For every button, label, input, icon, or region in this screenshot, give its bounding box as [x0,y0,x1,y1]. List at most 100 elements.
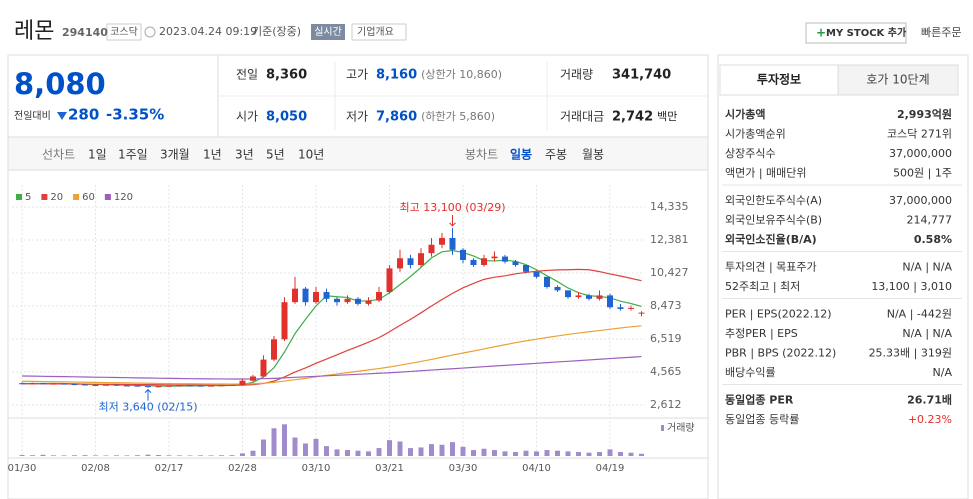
x-tick-label: 03/10 [302,463,331,474]
company-info[interactable]: 기업개요 [357,25,394,38]
candle-body [439,237,445,245]
volume-bar [534,451,539,456]
chart-tab[interactable]: 10년 [298,148,324,162]
invest-value: 0.58% [914,233,952,246]
realtime: 실시간 [314,26,342,38]
y-tick-label: 8,473 [650,299,682,312]
chart-tab[interactable]: 월봉 [582,148,604,162]
invest-label: 추정PER | EPS [725,327,798,340]
chart-tab[interactable]: 1년 [203,148,222,162]
chart-tab[interactable]: 일봉 [510,148,532,162]
candle-body [554,286,561,291]
y-tick-label: 14,335 [650,200,689,213]
chart-tab[interactable]: 봉차트 [465,148,498,162]
candle-body [575,295,582,298]
invest-label: PBR | BPS (2022.12) [725,347,836,360]
realtime-tag [311,24,345,40]
datetime: 2023.04.24 09:19 [159,25,257,38]
candle-body [334,298,340,303]
summary-value: 8,360 [266,68,307,83]
chart-tab[interactable]: 3개월 [160,148,190,162]
tab-active[interactable] [719,64,839,96]
mystock[interactable]: MY STOCK 추가 [826,26,907,39]
candle-body [61,383,67,385]
invest-label: 시가총액 [725,107,765,121]
invest-value: 25.33배 | 319원 [869,347,952,360]
basis: 기준(장중) [252,25,301,38]
volume-bar [114,455,119,456]
clock-icon [144,26,156,38]
candle-body [166,385,172,387]
candle-body [19,383,25,385]
x-tick-label: 02/08 [81,463,110,474]
candle-body [229,384,235,386]
invest-value: N/A | N/A [902,327,952,340]
volume-bar [429,444,434,456]
x-tick-label: 02/28 [228,463,257,474]
candle-body [260,359,267,377]
volume-bar [460,446,466,456]
volume-bar [40,454,46,456]
legend-swatch [41,194,48,200]
invest-label: 외국인소진율(B/A) [725,232,817,246]
chart-tab[interactable]: 3년 [235,148,254,162]
chart-tab[interactable]: 5년 [266,148,285,162]
invest-label: 외국인한도주식수(A) [725,194,822,207]
invest-label: 액면가 | 매매단위 [725,167,807,180]
quick-order[interactable]: 빠른주문 [921,26,961,39]
volume-bar [145,454,151,456]
candle-body [250,376,256,381]
y-tick-label: 4,565 [650,365,682,378]
down-arrow [57,112,67,120]
chart-tab[interactable]: 1일 [88,148,107,162]
volume-bar [261,439,266,456]
invest-value: 500원 | 1주 [893,167,952,180]
candle-body [607,295,613,308]
candle-body [512,261,519,266]
change-label: 전일대비 [14,110,51,122]
candle-body [208,385,214,387]
market: 코스닥 [110,26,138,38]
invest-value: 37,000,000 [889,194,952,207]
x-tick-label: 03/21 [375,463,404,474]
volume-bar [471,450,476,456]
high-arrow [449,214,456,227]
summary-label: 저가 [346,110,368,124]
invest-label: PER | EPS(2022.12) [725,308,832,321]
chart-tab[interactable]: 주봉 [545,148,567,162]
tab-label[interactable]: 투자정보 [757,72,801,87]
candle-body [376,292,382,301]
chart-tab[interactable]: 1주일 [118,148,148,162]
invest-label: 투자의견 | 목표주가 [725,261,817,274]
tab-label[interactable]: 호가 10단계 [866,73,929,87]
y-tick-label: 12,381 [650,233,689,246]
candle-body [323,292,330,299]
chart-tab[interactable]: 선차트 [42,148,75,162]
company-button[interactable] [351,23,407,41]
volume-label: 거래량 [667,422,695,434]
summary-label: 거래량 [560,68,593,82]
candle-body [50,383,57,385]
volume-bar [418,447,424,456]
candle-body [533,271,540,277]
x-tick-label: 02/17 [155,463,184,474]
volume-bar [313,438,319,456]
invest-value: 13,100 | 3,010 [871,280,952,293]
stock-code: 294140 [62,26,108,39]
volume-bar [93,455,98,456]
volume-bar [586,452,592,456]
volume-bar [481,448,487,456]
mystock-button[interactable] [805,22,907,44]
candle-body [544,276,550,287]
invest-value: 214,777 [907,214,953,227]
candle-body [407,258,414,266]
invest-value: 26.71배 [907,393,952,407]
invest-value: 코스닥 271위 [887,128,952,141]
summary-value: 8,050 [266,110,307,125]
price: 8,080 [14,67,106,101]
tab-inactive[interactable] [837,64,959,96]
volume-bar [355,450,361,456]
change: 280 [68,106,99,124]
ma-line [21,355,642,380]
